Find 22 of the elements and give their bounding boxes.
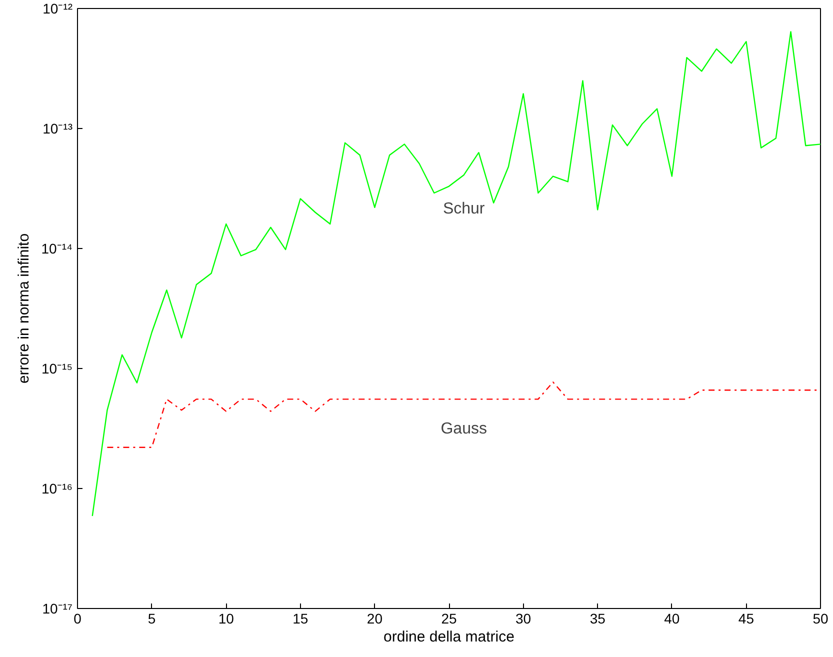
x-tick-label: 40	[664, 610, 680, 626]
x-tick-label: 5	[148, 610, 156, 626]
x-tick-label: 30	[516, 610, 532, 626]
series-label: Schur	[442, 200, 486, 218]
y-tick-label: 10⁻¹⁶	[42, 480, 73, 496]
x-axis-title: ordine della matrice	[384, 628, 514, 646]
line-series	[92, 31, 820, 517]
y-tick-label: 10⁻¹⁴	[41, 240, 72, 256]
x-tick-label: 20	[366, 610, 383, 626]
x-tick-label: 35	[590, 610, 606, 626]
x-tick-label: 0	[74, 610, 82, 626]
y-tick-label: 10⁻¹⁷	[42, 600, 73, 616]
x-tick-label: 50	[812, 610, 828, 626]
x-tick-label: 25	[441, 610, 457, 626]
x-tick-label: 15	[292, 610, 308, 626]
x-tick-label: 45	[738, 610, 754, 626]
y-tick-label: 10⁻¹²	[42, 0, 73, 16]
x-tick-label: 10	[218, 610, 234, 626]
y-tick-label: 10⁻¹³	[42, 120, 73, 136]
y-axis-title: errore in norma infinito	[15, 233, 32, 384]
series-label: Gauss	[440, 420, 487, 438]
y-tick-label: 10⁻¹⁵	[41, 360, 73, 376]
